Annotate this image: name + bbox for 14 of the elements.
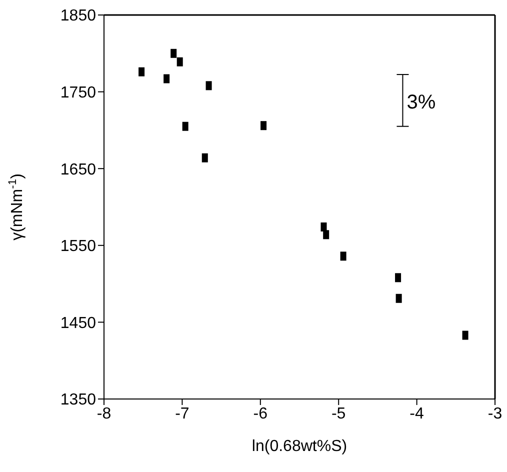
x-tick-label: -4 [410, 405, 424, 422]
x-tick-label: -5 [331, 405, 346, 422]
x-axis-title: ln(0.68wt%S) [252, 438, 348, 455]
x-tick-label: -3 [488, 405, 502, 422]
y-tick-label: 1850 [60, 8, 96, 25]
x-tick-label: -6 [253, 405, 268, 422]
x-tick-label: -8 [96, 405, 112, 422]
y-tick-label: 1550 [60, 238, 96, 256]
y-tick-label: 1750 [60, 84, 96, 102]
annotation: 3% [406, 91, 436, 114]
y-tick-label: 1350 [60, 392, 96, 409]
y-tick-label: 1650 [60, 161, 96, 178]
y-tick-label: 1450 [60, 314, 96, 332]
x-tick-label: -7 [175, 405, 190, 422]
